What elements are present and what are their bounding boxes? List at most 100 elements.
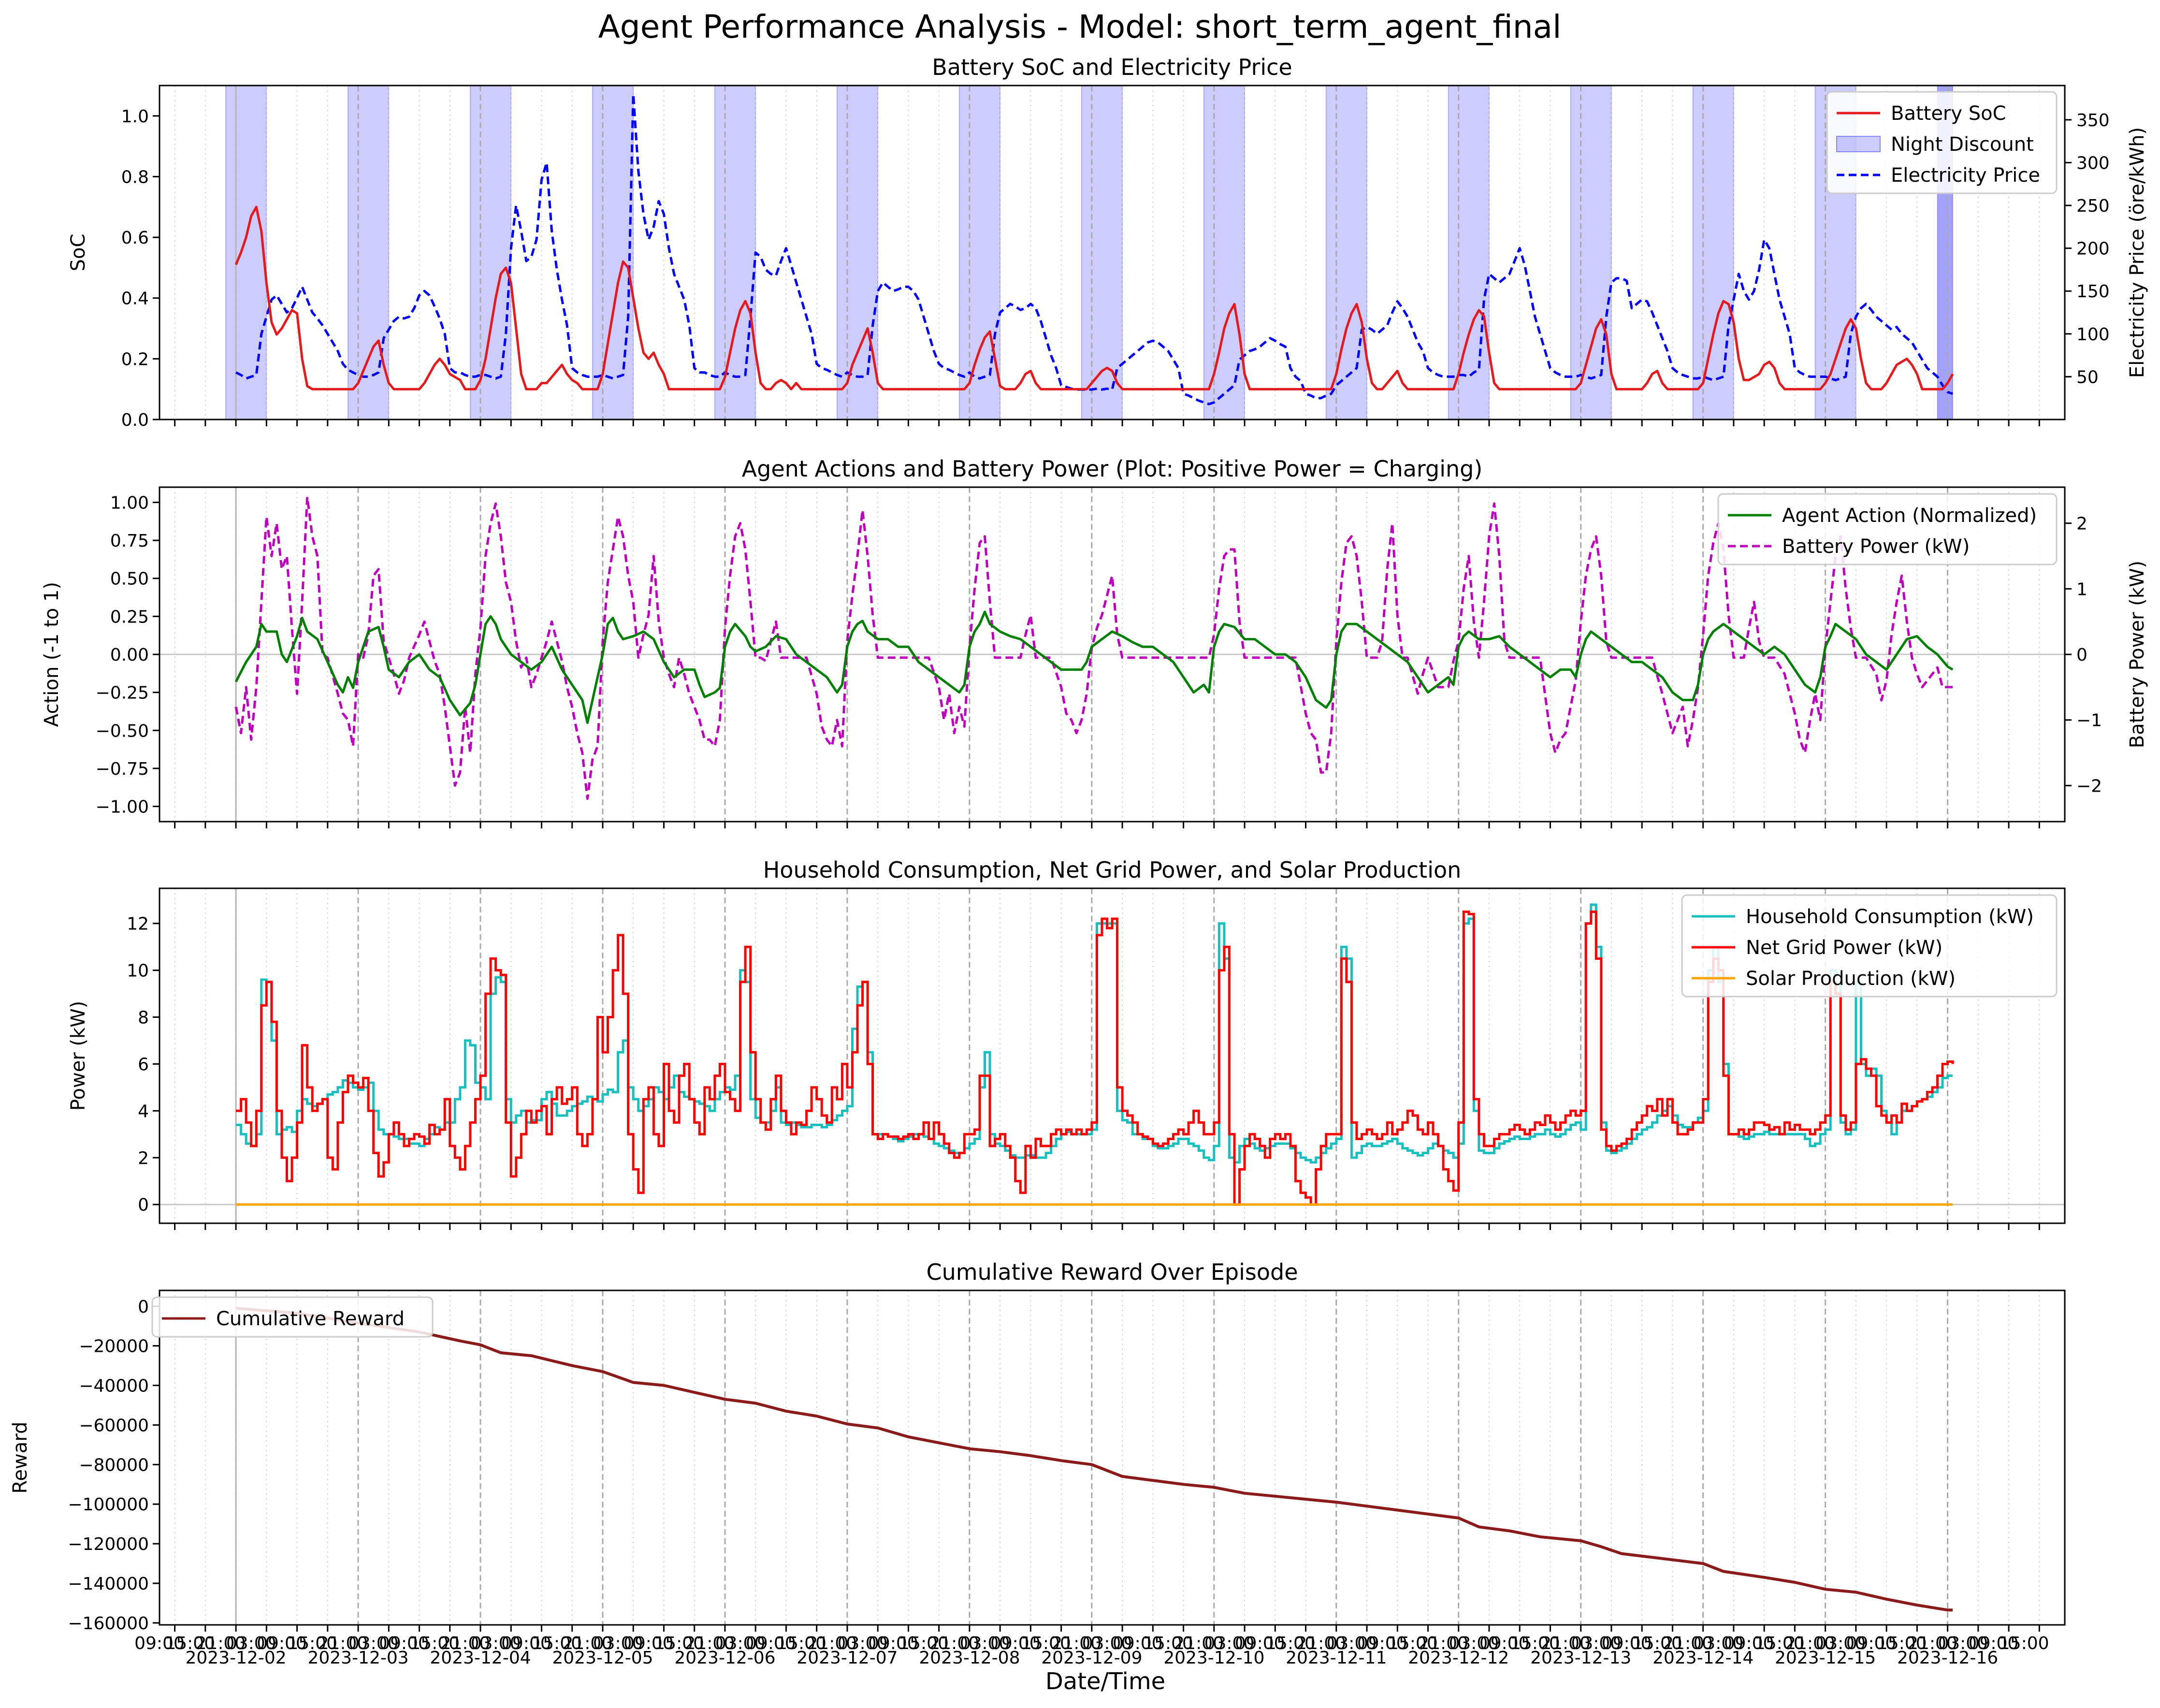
x-tick-label: 15:00	[1265, 1634, 1316, 1653]
x-tick-label: 21:00	[318, 1634, 368, 1653]
x-date-label: 2023-12-16	[1897, 1648, 1998, 1668]
night-discount-band	[1448, 85, 1490, 420]
panel-title: Cumulative Reward Over Episode	[926, 1259, 1298, 1285]
x-tick-label: 09:00	[1357, 1634, 1407, 1653]
x-tick-label: 15:00	[1143, 1634, 1193, 1653]
y-tick-label: 0.75	[110, 531, 149, 551]
y2-tick-label: 50	[2076, 367, 2099, 387]
x-tick-label: 03:00	[838, 1634, 888, 1653]
x-date-label: 2023-12-13	[1530, 1648, 1631, 1668]
y-tick-label: −0.75	[96, 759, 149, 779]
x-tick-label: 15:00	[1754, 1634, 1805, 1653]
x-tick-label: 09:00	[1113, 1634, 1163, 1653]
plot-area-4	[159, 1290, 2065, 1625]
x-tick-label: 09:00	[1969, 1634, 2019, 1653]
night-discount-band	[958, 85, 1001, 420]
y-tick-label: 0.2	[121, 349, 149, 369]
x-tick-label: 15:00	[409, 1634, 460, 1653]
x-tick-label: 09:00	[990, 1634, 1041, 1653]
y-axis-label: Reward	[9, 1422, 31, 1494]
y-tick-label: −100000	[68, 1495, 149, 1515]
y2-tick-label: 350	[2076, 111, 2110, 130]
x-tick-label: 15:00	[1021, 1634, 1071, 1653]
x-tick-label: 21:00	[1663, 1634, 1713, 1653]
net-grid-power-line	[236, 911, 1954, 1206]
y-tick-label: 10	[127, 961, 149, 981]
x-tick-label: 03:00	[1082, 1634, 1132, 1653]
y2-tick-label: 0	[2076, 645, 2088, 665]
y2-tick-label: 200	[2076, 239, 2110, 259]
legend-label: Net Grid Power (kW)	[1746, 937, 1943, 959]
x-date-label: 2023-12-12	[1408, 1648, 1509, 1668]
y-tick-label: 4	[138, 1101, 149, 1121]
legend-label: Solar Production (kW)	[1746, 968, 1956, 990]
x-tick-label: 21:00	[1907, 1634, 1957, 1653]
x-tick-label: 09:00	[1602, 1634, 1652, 1653]
plot-border-3	[159, 887, 2066, 1224]
y-tick-label: −160000	[68, 1614, 149, 1634]
y2-tick-label: 1	[2076, 579, 2088, 599]
y2-tick-label: 150	[2076, 282, 2110, 302]
legend-box	[1826, 91, 2058, 194]
x-tick-label: 03:00	[1204, 1634, 1255, 1653]
y-tick-label: 0.25	[110, 607, 149, 627]
x-tick-label: 15:00	[165, 1634, 215, 1653]
night-discount-band	[1081, 85, 1123, 420]
x-tick-label: 15:00	[1877, 1634, 1927, 1653]
y-axis-label: Power (kW)	[67, 1001, 89, 1111]
x-tick-label: 09:00	[746, 1634, 796, 1653]
y-axis-label: SoC	[67, 234, 89, 272]
x-date-label: 2023-12-04	[430, 1648, 531, 1668]
panel-title: Household Consumption, Net Grid Power, a…	[763, 857, 1462, 883]
x-date-label: 2023-12-02	[185, 1648, 286, 1668]
agent-action-line	[234, 610, 1954, 724]
legend-box	[1681, 894, 2058, 998]
y-tick-label: 0.0	[121, 410, 149, 430]
x-axis-label: Date/Time	[1045, 1668, 1165, 1695]
x-tick-label: 21:00	[1174, 1634, 1224, 1653]
household-consumption-line	[236, 903, 1953, 1164]
x-tick-label: 21:00	[1051, 1634, 1102, 1653]
y2-tick-label: 2	[2076, 514, 2088, 534]
legend-label: Cumulative Reward	[216, 1308, 405, 1330]
x-tick-label: 21:00	[929, 1634, 979, 1653]
x-tick-label: 03:00	[1938, 1634, 1988, 1653]
x-tick-label: 09:00	[1479, 1634, 1530, 1653]
x-date-label: 2023-12-14	[1653, 1648, 1754, 1668]
plot-border-1	[159, 85, 2066, 420]
electricity-price-line	[235, 93, 1953, 405]
legend-label: Battery Power (kW)	[1782, 536, 1970, 558]
y-tick-label: −0.50	[96, 721, 149, 741]
x-date-label: 2023-12-09	[1041, 1648, 1142, 1668]
y-tick-label: 0.8	[121, 167, 149, 187]
x-tick-label: 21:00	[440, 1634, 491, 1653]
y-tick-label: −80000	[79, 1455, 149, 1475]
y2-tick-label: −2	[2076, 776, 2102, 796]
y-tick-label: −60000	[79, 1416, 149, 1435]
x-tick-label: 03:00	[1571, 1634, 1621, 1653]
x-tick-label: 15:00	[1388, 1634, 1438, 1653]
x-date-label: 2023-12-08	[919, 1648, 1020, 1668]
y-tick-label: −0.25	[96, 683, 149, 703]
x-tick-label: 09:00	[868, 1634, 918, 1653]
legend-box	[1717, 493, 2058, 565]
x-tick-label: 09:00	[257, 1634, 307, 1653]
x-date-label: 2023-12-06	[674, 1648, 775, 1668]
panel-title: Battery SoC and Electricity Price	[932, 54, 1292, 80]
x-tick-label: 09:00	[501, 1634, 551, 1653]
x-tick-label: 15:00	[532, 1634, 582, 1653]
figure-title: Agent Performance Analysis - Model: shor…	[598, 8, 1562, 45]
y-tick-label: 8	[138, 1008, 149, 1028]
battery-power-line	[234, 495, 1953, 800]
panel-title: Agent Actions and Battery Power (Plot: P…	[742, 456, 1483, 482]
x-date-label: 2023-12-15	[1775, 1648, 1876, 1668]
x-tick-label: 09:00	[1846, 1634, 1897, 1653]
y-tick-label: 0.6	[121, 228, 149, 248]
x-tick-label: 21:00	[1785, 1634, 1835, 1653]
plot-border-4	[159, 1289, 2066, 1626]
night-discount-band	[714, 85, 756, 420]
x-tick-label: 15:00	[1632, 1634, 1682, 1653]
y2-axis-label: Electricity Price (öre/kWh)	[2126, 127, 2148, 378]
